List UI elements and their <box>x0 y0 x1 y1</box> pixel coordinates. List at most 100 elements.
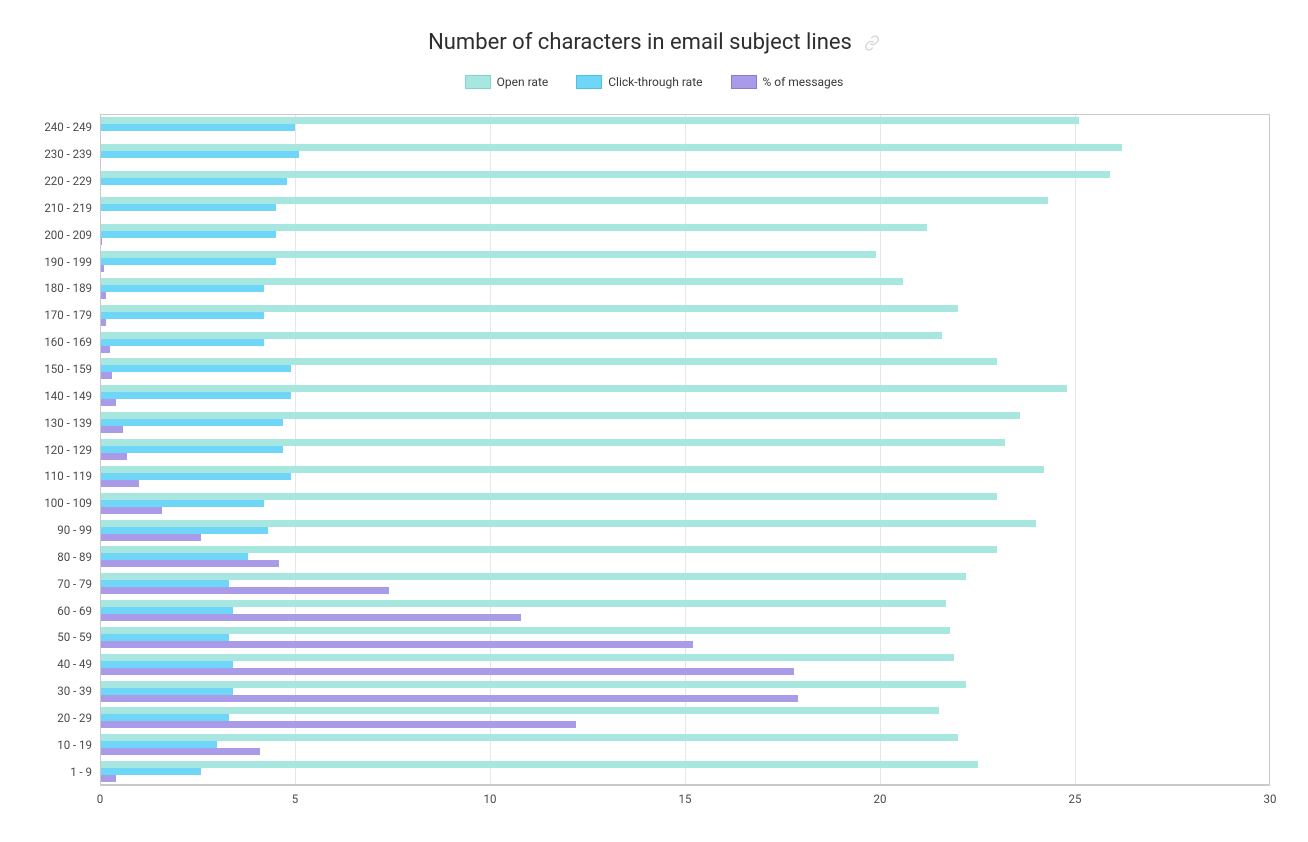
y-tick-label: 190 - 199 <box>44 255 92 269</box>
bar-ctr[interactable] <box>100 741 217 748</box>
bar-open_rate[interactable] <box>100 117 1079 124</box>
bar-open_rate[interactable] <box>100 332 942 339</box>
bar-ctr[interactable] <box>100 714 229 721</box>
bar-ctr[interactable] <box>100 151 299 158</box>
bar-pct_messages[interactable] <box>100 614 521 621</box>
bar-ctr[interactable] <box>100 419 283 426</box>
y-tick-label: 10 - 19 <box>57 738 92 752</box>
bar-pct_messages[interactable] <box>100 534 201 541</box>
bar-open_rate[interactable] <box>100 278 903 285</box>
y-tick-label: 180 - 189 <box>44 281 92 295</box>
bar-ctr[interactable] <box>100 553 248 560</box>
bar-pct_messages[interactable] <box>100 426 123 433</box>
y-tick-label: 100 - 109 <box>44 496 92 510</box>
bar-ctr[interactable] <box>100 607 233 614</box>
bar-pct_messages[interactable] <box>100 372 112 379</box>
bar-pct_messages[interactable] <box>100 292 106 299</box>
bar-open_rate[interactable] <box>100 707 939 714</box>
y-tick-label: 60 - 69 <box>57 604 92 618</box>
y-tick-label: 90 - 99 <box>57 523 92 537</box>
bar-pct_messages[interactable] <box>100 399 116 406</box>
bar-ctr[interactable] <box>100 231 276 238</box>
bar-pct_messages[interactable] <box>100 721 576 728</box>
bar-open_rate[interactable] <box>100 627 950 634</box>
bar-open_rate[interactable] <box>100 546 997 553</box>
bar-pct_messages[interactable] <box>100 587 389 594</box>
chart-title: Number of characters in email subject li… <box>428 30 852 55</box>
bar-ctr[interactable] <box>100 178 287 185</box>
legend-item-ctr[interactable]: Click-through rate <box>576 75 702 89</box>
bar-ctr[interactable] <box>100 339 264 346</box>
x-axis-labels: 051015202530 <box>100 788 1270 810</box>
bar-ctr[interactable] <box>100 258 276 265</box>
bar-ctr[interactable] <box>100 473 291 480</box>
bar-pct_messages[interactable] <box>100 641 693 648</box>
bar-open_rate[interactable] <box>100 573 966 580</box>
bar-pct_messages[interactable] <box>100 748 260 755</box>
bar-open_rate[interactable] <box>100 305 958 312</box>
bar-open_rate[interactable] <box>100 439 1005 446</box>
bar-pct_messages[interactable] <box>100 453 127 460</box>
bar-pct_messages[interactable] <box>100 346 110 353</box>
bar-pct_messages[interactable] <box>100 238 102 245</box>
bar-ctr[interactable] <box>100 500 264 507</box>
bar-ctr[interactable] <box>100 312 264 319</box>
bar-open_rate[interactable] <box>100 412 1020 419</box>
bar-open_rate[interactable] <box>100 520 1036 527</box>
bar-open_rate[interactable] <box>100 358 997 365</box>
bar-open_rate[interactable] <box>100 654 954 661</box>
bar-ctr[interactable] <box>100 365 291 372</box>
y-tick-label: 50 - 59 <box>57 630 92 644</box>
bar-open_rate[interactable] <box>100 761 978 768</box>
bar-ctr[interactable] <box>100 392 291 399</box>
y-tick-label: 80 - 89 <box>57 550 92 564</box>
y-tick-label: 1 - 9 <box>70 765 92 779</box>
bar-ctr[interactable] <box>100 688 233 695</box>
x-tick-label: 0 <box>97 792 103 806</box>
legend-item-pct-messages[interactable]: % of messages <box>731 75 844 89</box>
bar-pct_messages[interactable] <box>100 668 794 675</box>
bar-pct_messages[interactable] <box>100 695 798 702</box>
bar-ctr[interactable] <box>100 285 264 292</box>
bar-pct_messages[interactable] <box>100 560 279 567</box>
y-tick-label: 20 - 29 <box>57 711 92 725</box>
bar-open_rate[interactable] <box>100 224 927 231</box>
bar-open_rate[interactable] <box>100 681 966 688</box>
x-tick-label: 15 <box>679 792 692 806</box>
bar-pct_messages[interactable] <box>100 507 162 514</box>
bar-ctr[interactable] <box>100 661 233 668</box>
y-tick-label: 110 - 119 <box>44 469 92 483</box>
bar-ctr[interactable] <box>100 124 295 131</box>
bar-ctr[interactable] <box>100 446 283 453</box>
bars-layer <box>100 114 1270 785</box>
y-axis-labels: 240 - 249230 - 239220 - 229210 - 219200 … <box>38 114 98 786</box>
bar-open_rate[interactable] <box>100 171 1110 178</box>
bar-pct_messages[interactable] <box>100 480 139 487</box>
legend-swatch <box>465 75 491 89</box>
bar-open_rate[interactable] <box>100 251 876 258</box>
bar-ctr[interactable] <box>100 527 268 534</box>
bar-ctr[interactable] <box>100 634 229 641</box>
y-tick-label: 230 - 239 <box>44 147 92 161</box>
y-tick-label: 200 - 209 <box>44 228 92 242</box>
bar-open_rate[interactable] <box>100 385 1067 392</box>
bar-open_rate[interactable] <box>100 144 1122 151</box>
bar-ctr[interactable] <box>100 580 229 587</box>
bar-pct_messages[interactable] <box>100 775 116 782</box>
bar-open_rate[interactable] <box>100 197 1048 204</box>
bar-pct_messages[interactable] <box>100 265 104 272</box>
bar-pct_messages[interactable] <box>100 319 106 326</box>
legend-label: % of messages <box>763 75 844 89</box>
bar-open_rate[interactable] <box>100 600 946 607</box>
bar-open_rate[interactable] <box>100 734 958 741</box>
bar-open_rate[interactable] <box>100 466 1044 473</box>
chart-header: Number of characters in email subject li… <box>0 0 1308 75</box>
x-tick-label: 5 <box>292 792 298 806</box>
link-icon[interactable] <box>864 35 880 51</box>
bar-open_rate[interactable] <box>100 493 997 500</box>
legend-swatch <box>576 75 602 89</box>
legend-item-open-rate[interactable]: Open rate <box>465 75 549 89</box>
bar-ctr[interactable] <box>100 204 276 211</box>
x-tick-label: 10 <box>484 792 497 806</box>
bar-ctr[interactable] <box>100 768 201 775</box>
